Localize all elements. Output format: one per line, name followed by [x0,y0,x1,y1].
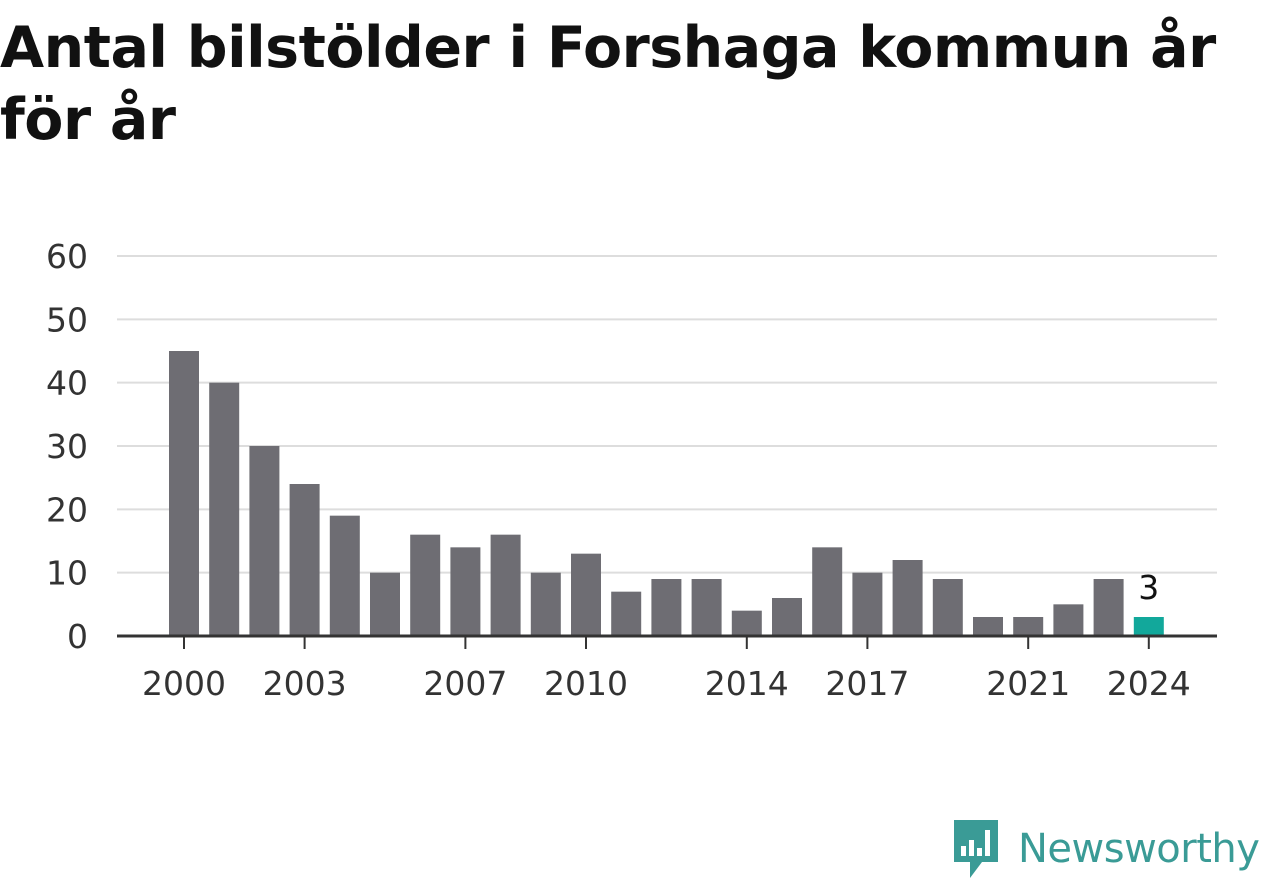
bar [289,484,320,636]
bar [370,572,400,636]
bar [1013,617,1044,636]
bar [209,382,240,636]
x-tick-label: 2017 [825,664,909,703]
bar [530,572,561,636]
bar [731,610,762,636]
x-tick-label: 2003 [263,664,347,703]
bar [812,547,843,636]
bar [852,572,883,636]
bar [329,515,360,636]
bar [410,534,441,636]
y-tick-label: 10 [46,554,88,593]
x-tick-label: 2024 [1107,664,1191,703]
newsworthy-logo-icon [954,820,998,878]
grid-lines [117,255,1217,574]
x-axis-labels: 2000 2003 2007 2010 2014 2017 2021 2024 [142,664,1191,703]
y-tick-label: 20 [46,490,88,529]
bar [973,617,1003,636]
bar [249,446,280,636]
x-tick-label: 2014 [705,664,789,703]
x-tick-label: 2007 [423,664,507,703]
x-axis [117,634,1217,649]
brand-logo: Newsworthy [952,818,1260,880]
x-tick-label: 2010 [544,664,628,703]
bar [772,598,802,636]
y-axis-labels: 0 10 20 30 40 50 60 [46,237,88,656]
bar [932,579,963,636]
bar [691,579,722,636]
chart-title: Antal bilstölder i Forshaga kommun år fö… [0,15,1216,153]
bar [1133,617,1164,636]
x-tick-label: 2000 [142,664,226,703]
bar [892,560,923,636]
y-tick-label: 30 [46,427,88,466]
highlight-value-label: 3 [1138,568,1159,607]
y-tick-label: 50 [46,300,88,339]
bars [169,351,1164,636]
bar [571,553,601,636]
brand-name: Newsworthy [1018,826,1260,872]
y-tick-label: 60 [46,237,88,276]
bar [611,591,642,636]
x-tick-label: 2021 [986,664,1070,703]
annotations: 3 [1138,568,1159,607]
y-tick-label: 0 [67,617,88,656]
bar [1053,604,1084,636]
bar [169,351,199,636]
bar [450,547,481,636]
bar [651,579,682,636]
bar [1093,579,1124,636]
y-tick-label: 40 [46,364,88,403]
bar [490,534,521,636]
